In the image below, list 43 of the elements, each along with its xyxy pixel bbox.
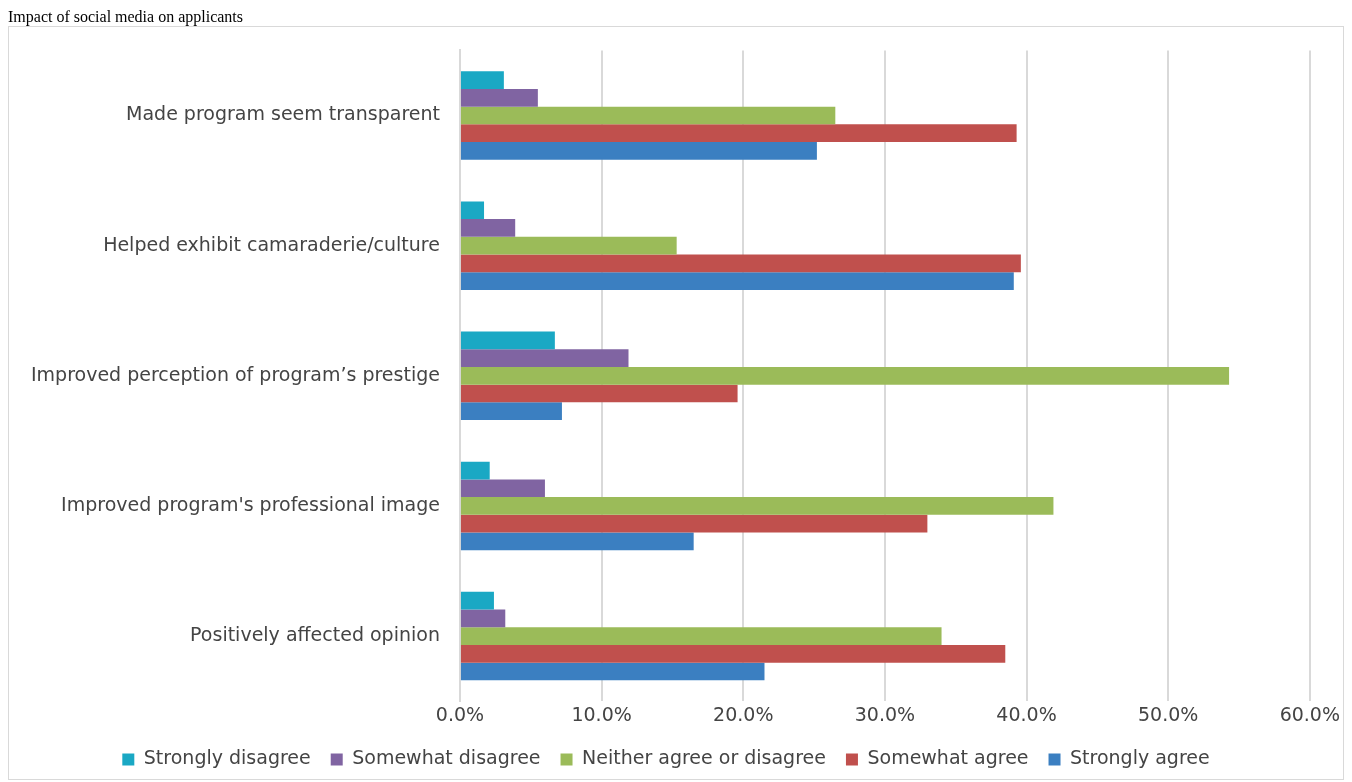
bar xyxy=(460,349,629,367)
bar xyxy=(460,366,1230,385)
text: Impact of social media on applicants xyxy=(8,8,245,26)
bar xyxy=(460,591,494,610)
bar xyxy=(460,627,942,645)
x-tick-label: 20.0% xyxy=(713,702,774,725)
bar xyxy=(460,201,485,220)
bar xyxy=(460,497,1054,515)
bar xyxy=(460,71,504,89)
y-tick-label: Helped exhibit camaraderie/culture xyxy=(103,232,440,255)
bar xyxy=(460,142,817,160)
x-tick-label: 10.0% xyxy=(571,702,632,725)
bar xyxy=(460,331,555,350)
legend-label: Somewhat disagree xyxy=(352,746,541,769)
bar xyxy=(460,384,738,403)
bar xyxy=(460,219,516,237)
legend-label: Somewhat agree xyxy=(867,746,1029,769)
y-tick-label: Improved program's professional image xyxy=(61,492,440,515)
x-tick-label: 30.0% xyxy=(854,702,916,725)
x-tick-label: 0.0% xyxy=(435,702,485,725)
bar xyxy=(460,479,545,498)
bar xyxy=(460,644,1006,663)
bar xyxy=(460,272,1014,290)
bar xyxy=(460,609,506,628)
legend-label: Neither agree or disagree xyxy=(582,746,826,769)
x-tick-label: 50.0% xyxy=(1138,702,1199,725)
bar xyxy=(460,402,562,421)
bar xyxy=(460,461,490,480)
bar xyxy=(460,532,694,551)
bar xyxy=(460,514,928,533)
bar xyxy=(460,662,765,681)
y-tick-label: Made program seem transparent xyxy=(126,102,440,125)
legend-label: Strongly disagree xyxy=(143,746,311,769)
x-tick-label: 60.0% xyxy=(1279,702,1340,725)
y-tick-label: Improved perception of program’s prestige xyxy=(30,362,440,385)
bar xyxy=(460,106,836,125)
bar xyxy=(460,88,538,107)
legend-label: Strongly agree xyxy=(1070,746,1210,769)
bar xyxy=(460,254,1021,273)
bar xyxy=(460,236,677,255)
y-tick-label: Positively affected opinion xyxy=(190,623,440,646)
bar xyxy=(460,124,1017,143)
x-tick-label: 40.0% xyxy=(996,702,1057,725)
